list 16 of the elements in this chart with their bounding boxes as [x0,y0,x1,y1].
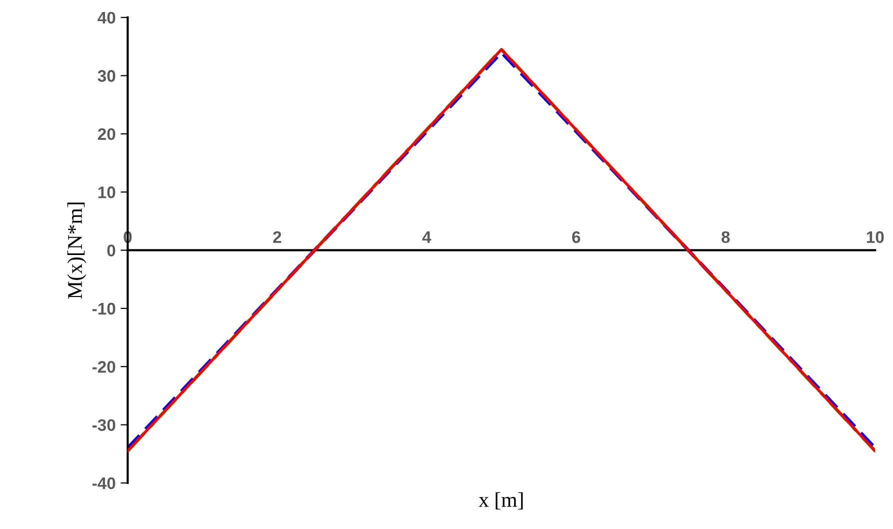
y-tick-label: 0 [107,244,116,256]
x-tick-label: 6 [572,231,580,244]
y-tick-label: -20 [92,361,116,373]
y-axis-title: M(x)[N*m] [67,202,86,299]
y-tick-label: -40 [92,477,116,490]
x-tick-label: 4 [422,231,432,243]
y-tick-label: 10 [98,186,116,198]
y-tick-label: 30 [98,70,116,82]
x-tick-label: 2 [273,231,282,243]
x-axis-title: x [m] [478,492,523,510]
x-tick-label: 10 [866,231,884,244]
y-tick-label: -10 [92,302,116,315]
y-tick-label: -30 [92,419,116,432]
y-tick-label: 20 [98,128,116,140]
x-tick-label: 8 [722,231,730,244]
y-tick-label: 40 [98,12,116,24]
